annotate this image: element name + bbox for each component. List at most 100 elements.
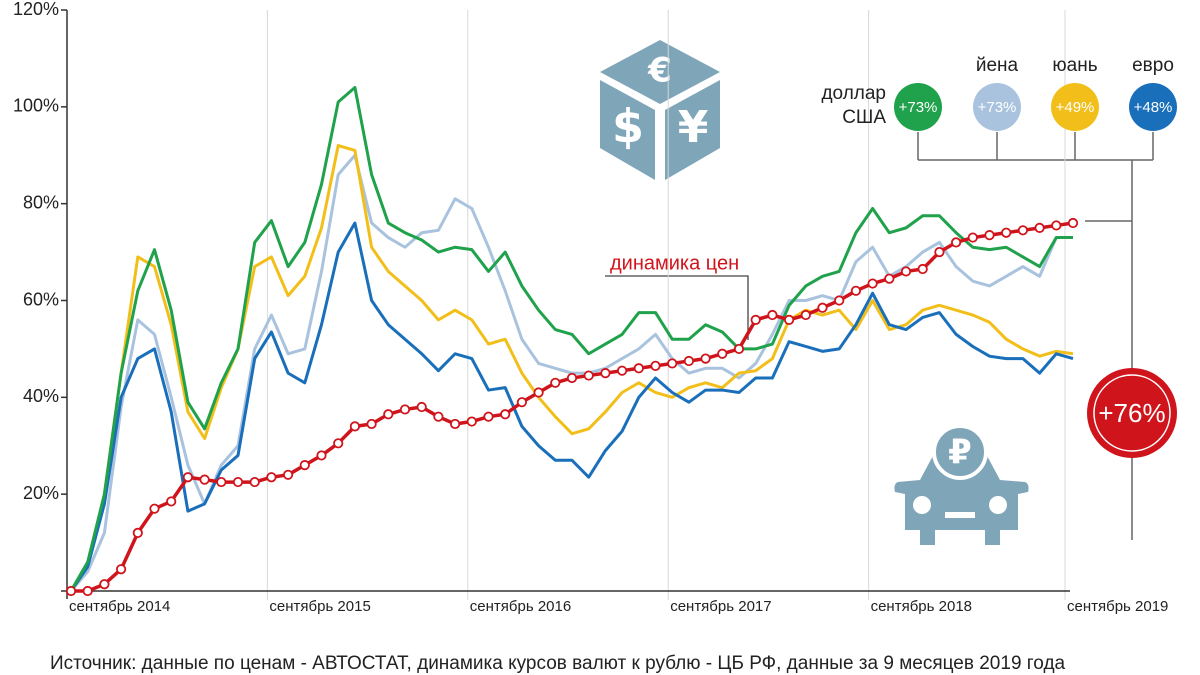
point (633, 363, 644, 374)
total-badge-ring (1093, 374, 1171, 452)
point (249, 476, 260, 488)
point (750, 314, 761, 325)
point (416, 401, 427, 413)
point (199, 474, 210, 485)
point (500, 409, 511, 420)
point (700, 353, 711, 364)
point (1067, 217, 1079, 229)
series-line (69, 85, 1073, 592)
point (316, 450, 327, 461)
point (783, 314, 795, 325)
point (149, 503, 160, 514)
point (433, 411, 444, 422)
legend-label: юань (1052, 55, 1098, 76)
point (383, 409, 394, 420)
x-tick-label: сентябрь 2016 (470, 598, 571, 615)
ruble-symbol: ₽ (948, 433, 972, 473)
point (65, 585, 77, 597)
legend-badge-label: +49% (1056, 99, 1095, 116)
dollar-symbol: $ (612, 100, 644, 154)
point (1017, 225, 1029, 236)
x-tick-label: сентябрь 2015 (269, 598, 370, 615)
point (717, 348, 728, 359)
legend-badge (1129, 83, 1177, 131)
point (550, 377, 561, 388)
point (266, 472, 277, 483)
point (166, 496, 177, 507)
point (900, 266, 912, 277)
point (232, 476, 244, 488)
point (516, 397, 528, 408)
point (1001, 227, 1012, 238)
car-icon (894, 424, 1029, 545)
legend-label: йена (975, 55, 1019, 76)
point (917, 263, 928, 275)
legend-badge-label: +73% (978, 99, 1017, 116)
cube-icon (600, 40, 720, 180)
point (583, 370, 594, 381)
legend-badge-label: +48% (1134, 99, 1173, 116)
yen-symbol: ¥ (678, 102, 709, 153)
source: Источник: данные по ценам - АВТОСТАТ, ди… (50, 653, 1066, 674)
y-tick-label: 60% (23, 289, 59, 309)
x-tick-label: сентябрь 2017 (670, 598, 771, 615)
bracket (917, 132, 1154, 540)
point (399, 404, 411, 415)
point (667, 358, 678, 369)
legend-badge (1051, 83, 1099, 131)
point (366, 418, 377, 430)
legend-badge-label: +73% (899, 99, 938, 116)
annotation: динамика цен (610, 252, 739, 274)
point (533, 387, 544, 398)
point (449, 418, 461, 430)
legend-badge (973, 83, 1021, 131)
total-badge-label: +76% (1098, 398, 1165, 428)
point (1051, 220, 1062, 231)
point (566, 372, 578, 384)
point (483, 411, 494, 422)
annotation-leader (605, 275, 749, 340)
x-tick-label: сентябрь 2018 (871, 598, 972, 615)
point (600, 368, 611, 379)
point (132, 527, 143, 539)
point (934, 246, 945, 258)
x-tick-label: сентябрь 2019 (1067, 598, 1168, 615)
point (1034, 222, 1045, 233)
point (767, 309, 778, 321)
point (817, 302, 828, 313)
point (616, 365, 628, 376)
y-tick-label: 40% (23, 386, 59, 406)
point (333, 438, 344, 449)
point (884, 273, 895, 284)
legend-label: евро (1132, 55, 1174, 76)
point (82, 585, 93, 597)
point (867, 278, 878, 289)
legend-badge (894, 83, 942, 131)
y-tick-label: 120% (13, 0, 59, 19)
point (950, 237, 962, 248)
point (216, 476, 227, 488)
x-tick-label: сентябрь 2014 (69, 598, 170, 615)
point (683, 355, 695, 367)
point (182, 472, 193, 483)
total-badge (1087, 368, 1177, 458)
point (282, 469, 294, 480)
point (299, 460, 310, 471)
point (850, 285, 862, 296)
series-line (69, 221, 1074, 592)
point (834, 295, 845, 306)
y-tick-label: 80% (23, 192, 59, 212)
point (466, 416, 477, 427)
point (800, 309, 811, 321)
point (967, 232, 978, 243)
point (984, 230, 995, 241)
y-tick-label: 20% (23, 483, 59, 503)
legend-label: доллар США (821, 83, 886, 128)
point (650, 360, 661, 371)
y-tick-label: 100% (13, 96, 59, 116)
point (99, 579, 110, 590)
point (733, 343, 745, 355)
point (116, 564, 127, 575)
